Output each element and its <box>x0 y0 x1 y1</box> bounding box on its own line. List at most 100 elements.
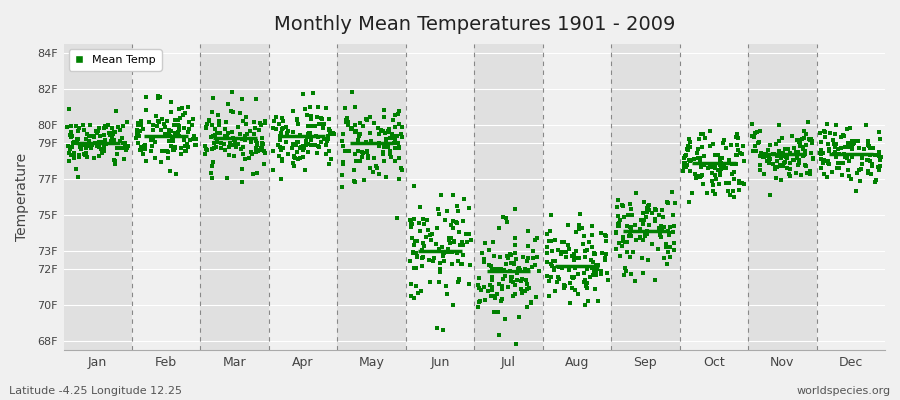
Point <box>395 134 410 140</box>
Point <box>442 237 456 244</box>
Point <box>416 216 430 222</box>
Point <box>207 133 221 139</box>
Point <box>766 161 780 167</box>
Point <box>300 134 314 141</box>
Bar <box>269 44 338 350</box>
Point <box>490 266 504 272</box>
Point <box>841 140 855 146</box>
Point <box>248 149 263 156</box>
Point <box>785 132 799 139</box>
Point <box>79 149 94 156</box>
Point <box>96 125 111 132</box>
Point <box>80 142 94 148</box>
Point <box>507 260 521 267</box>
Point <box>763 192 778 198</box>
Point <box>806 155 820 161</box>
Point <box>445 261 459 267</box>
Point <box>526 248 540 255</box>
Point <box>238 156 252 162</box>
Point <box>706 182 720 188</box>
Point <box>462 231 476 237</box>
Point <box>703 143 717 150</box>
Point <box>99 140 113 147</box>
Point <box>291 156 305 162</box>
Point <box>301 131 315 137</box>
Point <box>442 236 456 242</box>
Point <box>347 129 362 135</box>
Point <box>296 142 310 149</box>
Point <box>796 136 810 142</box>
Point <box>626 249 640 256</box>
Point <box>705 170 719 176</box>
Point <box>199 146 213 152</box>
Point <box>338 118 353 124</box>
Point <box>642 222 656 228</box>
Point <box>373 171 387 178</box>
Point <box>79 152 94 158</box>
Point <box>508 256 523 263</box>
Point <box>385 133 400 140</box>
Point <box>682 198 697 205</box>
Point <box>84 145 98 151</box>
Point <box>753 162 768 168</box>
Point <box>590 262 605 268</box>
Point <box>146 127 160 133</box>
Point <box>482 247 496 253</box>
Point <box>622 233 636 240</box>
Point <box>678 153 692 160</box>
Bar <box>816 44 885 350</box>
Point <box>814 164 828 171</box>
Point <box>290 116 304 122</box>
Point <box>293 144 308 151</box>
Point <box>846 139 860 146</box>
Point <box>376 144 391 150</box>
Point <box>814 139 829 146</box>
Point <box>392 175 406 182</box>
Point <box>617 239 632 246</box>
Point <box>832 159 846 166</box>
Point <box>594 229 608 236</box>
Point <box>624 224 638 230</box>
Point <box>643 207 657 213</box>
Point <box>441 249 455 256</box>
Point <box>62 132 77 138</box>
Point <box>444 222 458 228</box>
Point <box>256 140 270 146</box>
Point <box>681 147 696 154</box>
Point <box>797 162 812 168</box>
Point <box>165 99 179 105</box>
Point <box>356 148 370 155</box>
Point <box>321 148 336 154</box>
Point <box>274 176 288 182</box>
Point <box>113 138 128 144</box>
Point <box>735 142 750 149</box>
Point <box>130 126 144 133</box>
Point <box>681 157 696 163</box>
Point <box>299 142 313 148</box>
Point <box>866 145 880 151</box>
Point <box>828 144 842 150</box>
Point <box>598 232 612 238</box>
Point <box>302 130 317 137</box>
Point <box>302 130 316 136</box>
Point <box>872 152 886 159</box>
Point <box>868 179 883 186</box>
Point <box>206 159 220 166</box>
Point <box>488 293 502 299</box>
Point <box>319 142 333 148</box>
Point <box>120 118 134 125</box>
Point <box>586 272 600 278</box>
Point <box>719 164 733 171</box>
Point <box>712 162 726 168</box>
Point <box>578 248 592 254</box>
Point <box>340 119 355 125</box>
Point <box>158 131 172 137</box>
Point <box>772 148 787 154</box>
Point <box>872 167 886 174</box>
Point <box>166 138 180 144</box>
Point <box>873 157 887 164</box>
Point <box>767 150 781 157</box>
Point <box>874 154 888 160</box>
Point <box>798 131 813 137</box>
Point <box>432 246 446 252</box>
